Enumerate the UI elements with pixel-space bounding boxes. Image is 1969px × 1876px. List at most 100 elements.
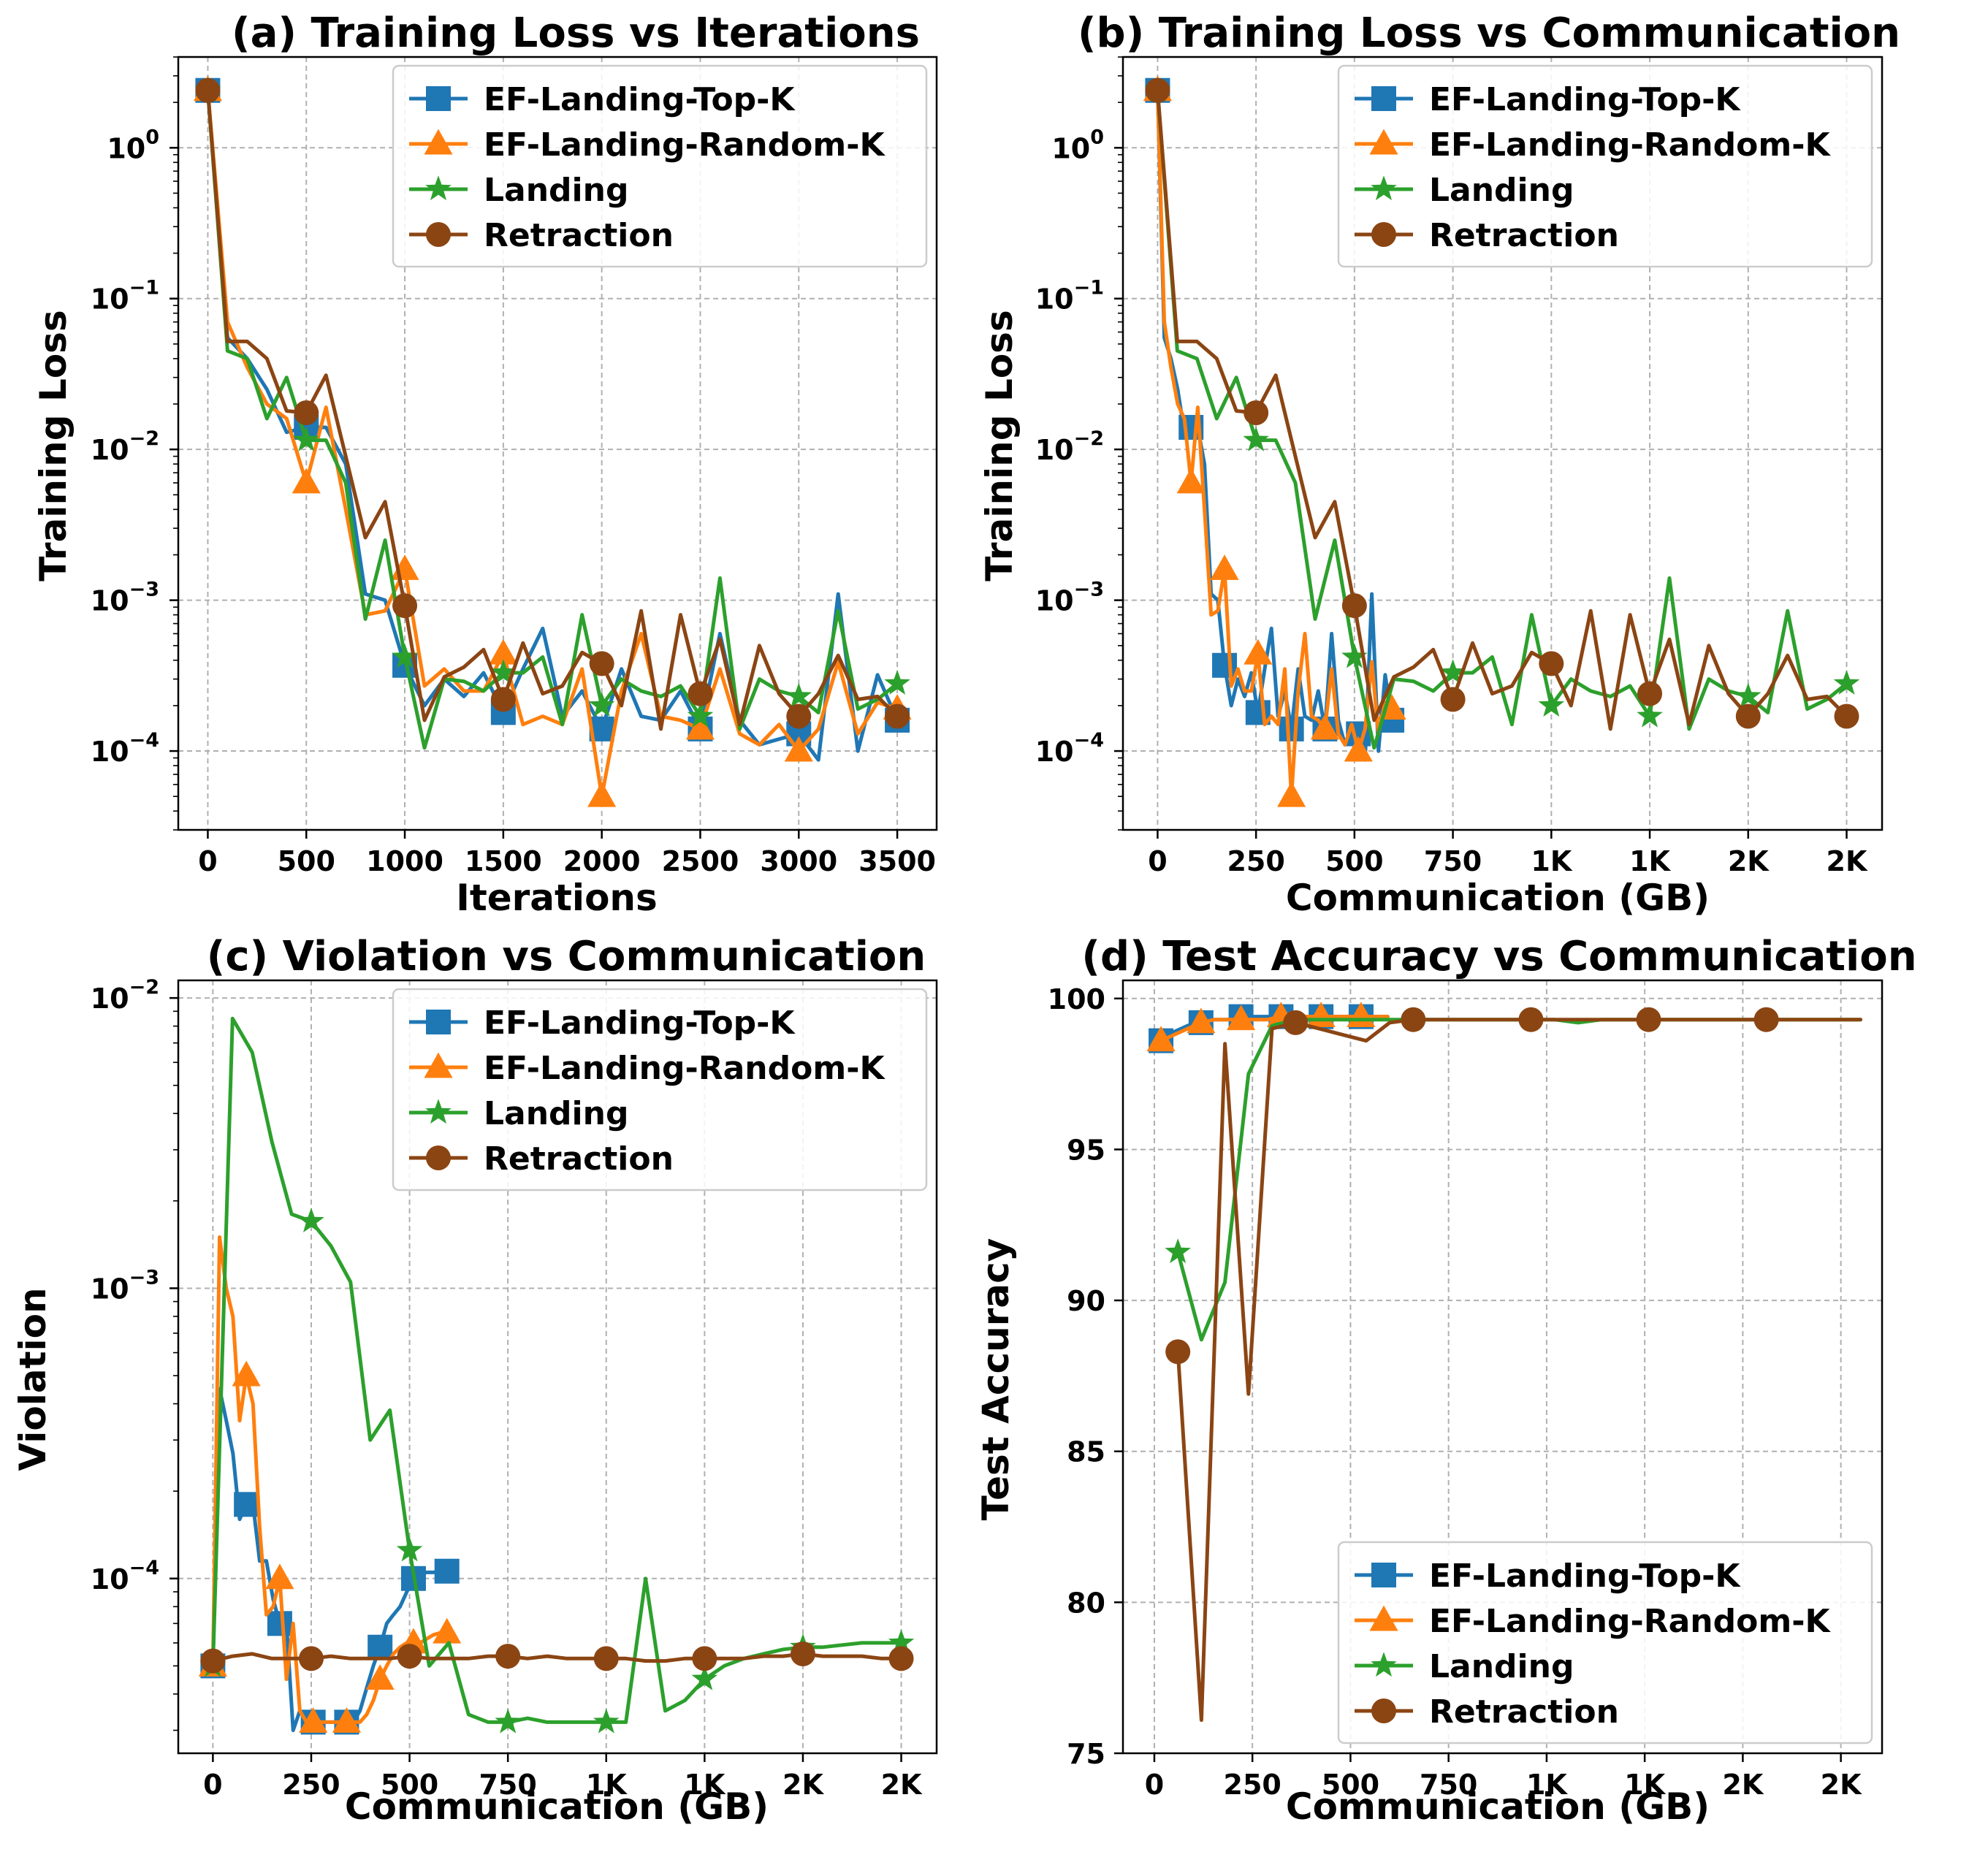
- data-point-landing: [687, 702, 714, 728]
- x-tick-label: 500: [1325, 845, 1383, 877]
- x-tick-label: 1500: [465, 845, 542, 877]
- x-tick-label: 2K: [1827, 845, 1868, 877]
- panel-a-plot-area: [193, 75, 912, 807]
- series-line-ef-landing-random-k: [1155, 88, 1394, 798]
- series-line-landing: [210, 1016, 903, 1724]
- legend-label: Landing: [1429, 172, 1574, 209]
- series-retraction: [1165, 1007, 1862, 1722]
- x-tick-label: 500: [1322, 1769, 1379, 1801]
- y-tick-label: 10−2: [91, 976, 159, 1015]
- data-point-ef-landing-random-k: [685, 714, 715, 740]
- panel-b: (b) Training Loss vs Communication Commu…: [978, 9, 1900, 919]
- data-point-retraction: [1637, 681, 1663, 706]
- panel-c-xlabel: Communication (GB): [345, 1785, 769, 1828]
- data-point-ef-landing-top-k: [234, 1492, 259, 1517]
- legend-label: EF-Landing-Top-K: [1429, 1557, 1741, 1595]
- y-tick-label: 10−4: [91, 729, 159, 768]
- x-tick-label: 0: [1145, 1769, 1164, 1801]
- y-tick-base: 10: [1035, 736, 1074, 768]
- legend-label: Landing: [1429, 1648, 1574, 1685]
- legend-item-ef-landing-top-k: EF-Landing-Top-K: [409, 81, 796, 118]
- data-point-landing: [1439, 659, 1466, 685]
- legend-item-landing: Landing: [409, 1095, 628, 1132]
- data-point-ef-landing-top-k: [1212, 652, 1238, 678]
- panel-b-xlabel: Communication (GB): [1286, 877, 1710, 919]
- series-retraction: [200, 1641, 914, 1674]
- y-tick-label: 80: [1067, 1587, 1105, 1619]
- data-point-landing: [884, 670, 910, 695]
- data-point-retraction: [490, 687, 516, 712]
- panel-a-legend: EF-Landing-Top-K EF-Landing-Random-K Landi…: [392, 64, 928, 268]
- data-point-ef-landing-random-k: [489, 638, 518, 665]
- y-tick-base: 10: [91, 736, 129, 768]
- series-line-ef-landing-top-k: [205, 88, 899, 762]
- y-tick-label: 10−3: [91, 1266, 159, 1305]
- legend-item-ef-landing-random-k: EF-Landing-Random-K: [1355, 1603, 1831, 1640]
- legend-marker-retraction: [426, 1145, 451, 1170]
- legend-marker-ef-landing-random-k: [1369, 129, 1398, 155]
- data-point-retraction: [1145, 77, 1170, 103]
- legend-marker-retraction: [1371, 1698, 1396, 1723]
- data-point-ef-landing-random-k: [1344, 736, 1373, 762]
- legend-item-ef-landing-random-k: EF-Landing-Random-K: [1355, 126, 1831, 164]
- legend-item-ef-landing-random-k: EF-Landing-Random-K: [409, 1050, 886, 1087]
- x-tick-label: 2000: [563, 845, 641, 877]
- panel-c-ylabel: Violation: [12, 1287, 54, 1471]
- panel-a-title: (a) Training Loss vs Iterations: [232, 9, 920, 57]
- series-line-retraction: [1155, 88, 1848, 731]
- x-tick-label: 250: [1227, 845, 1284, 877]
- x-tick-label: 2K: [1821, 1769, 1862, 1801]
- panel-c-plot-area: [198, 1016, 915, 1735]
- data-point-landing: [293, 426, 319, 451]
- data-point-landing: [1243, 426, 1269, 451]
- legend-marker-landing: [1371, 1652, 1397, 1677]
- series-retraction: [1145, 77, 1859, 731]
- data-point-landing: [1341, 643, 1368, 668]
- data-point-landing: [1735, 682, 1762, 708]
- x-tick-label: 500: [278, 845, 335, 877]
- legend-marker-ef-landing-top-k: [1371, 1563, 1396, 1587]
- x-tick-label: 2K: [881, 1769, 923, 1801]
- y-tick-exponent: −4: [129, 729, 159, 752]
- y-tick-exponent: −1: [129, 277, 159, 300]
- data-point-retraction: [1341, 593, 1367, 619]
- data-point-ef-landing-random-k: [265, 1563, 294, 1590]
- data-point-ef-landing-top-k: [367, 1634, 393, 1660]
- data-point-landing: [1165, 1238, 1191, 1264]
- data-point-landing: [392, 643, 418, 668]
- x-tick-label: 1K: [1526, 1769, 1568, 1801]
- data-point-retraction: [1283, 1010, 1309, 1035]
- panel-b-ylabel: Training Loss: [978, 310, 1021, 581]
- y-tick-label: 100: [1051, 126, 1104, 164]
- panel-d-ticks: 0 250 500 750 1K 1K 2K 2K 75 80 85 90 95 100: [1048, 983, 1862, 1801]
- data-point-retraction: [885, 704, 910, 729]
- panel-b-plot-area: [1143, 75, 1860, 807]
- legend-item-ef-landing-top-k: EF-Landing-Top-K: [1355, 1557, 1741, 1595]
- x-tick-label: 1000: [366, 845, 443, 877]
- legend-label: Retraction: [1429, 217, 1619, 254]
- legend-item-landing: Landing: [1355, 1648, 1574, 1685]
- legend-box: [1337, 1541, 1873, 1745]
- legend-marker-ef-landing-top-k: [426, 86, 451, 111]
- data-point-ef-landing-top-k: [589, 716, 614, 741]
- data-point-retraction: [298, 1646, 324, 1671]
- panel-d-ylabel: Test Accuracy: [975, 1238, 1017, 1521]
- data-point-ef-landing-random-k: [1244, 638, 1273, 665]
- x-tick-label: 1K: [1624, 1769, 1666, 1801]
- panel-d-plot-area: [1146, 1002, 1862, 1722]
- panel-d: (d) Test Accuracy vs Communication Commu…: [975, 933, 1917, 1828]
- data-point-retraction: [200, 1648, 226, 1674]
- series-retraction: [195, 77, 910, 731]
- y-tick-exponent: −4: [129, 1557, 159, 1579]
- y-tick-label: 10−4: [91, 1557, 159, 1595]
- x-tick-label: 2K: [782, 1769, 824, 1801]
- y-tick-base: 10: [1051, 132, 1090, 164]
- legend-marker-ef-landing-random-k: [1369, 1605, 1398, 1631]
- y-tick-base: 10: [91, 1273, 129, 1305]
- y-tick-label: 10−3: [91, 579, 159, 617]
- x-tick-label: 3000: [760, 845, 837, 877]
- data-point-landing: [888, 1629, 915, 1655]
- y-tick-base: 10: [1035, 585, 1074, 617]
